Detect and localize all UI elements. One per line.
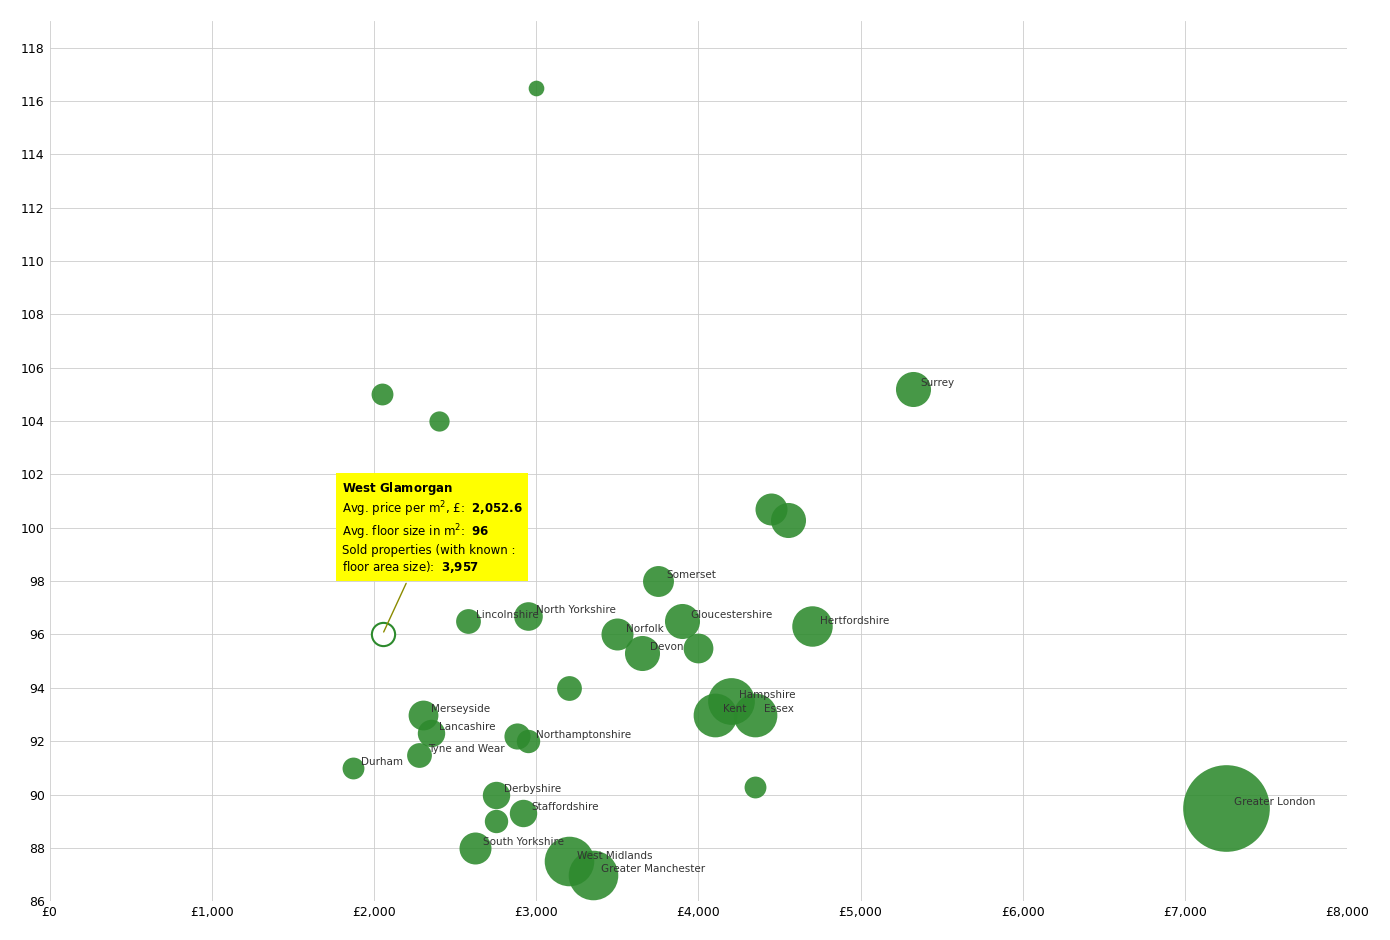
Point	[646, 573, 669, 588]
Point	[606, 627, 628, 642]
Point	[720, 694, 742, 709]
Point	[525, 80, 548, 95]
Text: Tyne and Wear: Tyne and Wear	[428, 744, 505, 754]
Point	[485, 787, 507, 802]
Point	[485, 814, 507, 829]
Point	[801, 619, 823, 634]
Text: Hertfordshire: Hertfordshire	[820, 616, 890, 626]
Point	[777, 512, 799, 527]
Point	[517, 608, 539, 623]
Text: Devon: Devon	[651, 642, 684, 652]
Text: Somerset: Somerset	[666, 571, 716, 580]
Text: Norfolk: Norfolk	[626, 624, 663, 634]
Point	[517, 734, 539, 749]
Point	[744, 779, 766, 794]
Point	[557, 681, 580, 696]
Point	[1215, 800, 1237, 815]
Point	[557, 854, 580, 869]
Text: Kent: Kent	[723, 704, 746, 713]
Text: Staffordshire: Staffordshire	[531, 803, 599, 812]
Text: Greater London: Greater London	[1234, 797, 1315, 807]
Point	[744, 707, 766, 722]
Text: Northamptonshire: Northamptonshire	[537, 730, 631, 741]
Point	[512, 806, 534, 821]
Point	[463, 840, 485, 855]
Text: South Yorkshire: South Yorkshire	[482, 838, 564, 847]
Point	[371, 627, 393, 642]
Text: Greater Manchester: Greater Manchester	[602, 864, 705, 874]
Point	[631, 646, 653, 661]
Point	[411, 707, 434, 722]
Text: Hampshire: Hampshire	[739, 690, 795, 700]
Point	[506, 728, 528, 744]
Text: Derbyshire: Derbyshire	[505, 784, 562, 793]
Point	[582, 867, 605, 882]
Text: $\mathbf{West\ Glamorgan}$
Avg. price per m$^2$, £:  $\mathbf{2{,}052.6}$
Avg. f: $\mathbf{West\ Glamorgan}$ Avg. price pe…	[342, 479, 523, 632]
Text: West Midlands: West Midlands	[577, 851, 652, 860]
Point	[371, 387, 393, 402]
Point	[457, 614, 480, 629]
Text: North Yorkshire: North Yorkshire	[537, 605, 616, 615]
Text: Durham: Durham	[361, 757, 403, 767]
Text: Gloucestershire: Gloucestershire	[691, 610, 773, 620]
Point	[671, 614, 694, 629]
Point	[420, 726, 442, 741]
Point	[687, 640, 709, 655]
Point	[342, 760, 364, 776]
Text: Merseyside: Merseyside	[431, 704, 491, 713]
Point	[703, 707, 726, 722]
Point	[760, 502, 783, 517]
Text: Lincolnshire: Lincolnshire	[477, 610, 539, 620]
Point	[409, 747, 431, 762]
Text: Essex: Essex	[763, 704, 794, 713]
Point	[901, 382, 923, 397]
Text: Lancashire: Lancashire	[439, 723, 496, 732]
Point	[428, 414, 450, 429]
Text: Surrey: Surrey	[920, 378, 955, 388]
